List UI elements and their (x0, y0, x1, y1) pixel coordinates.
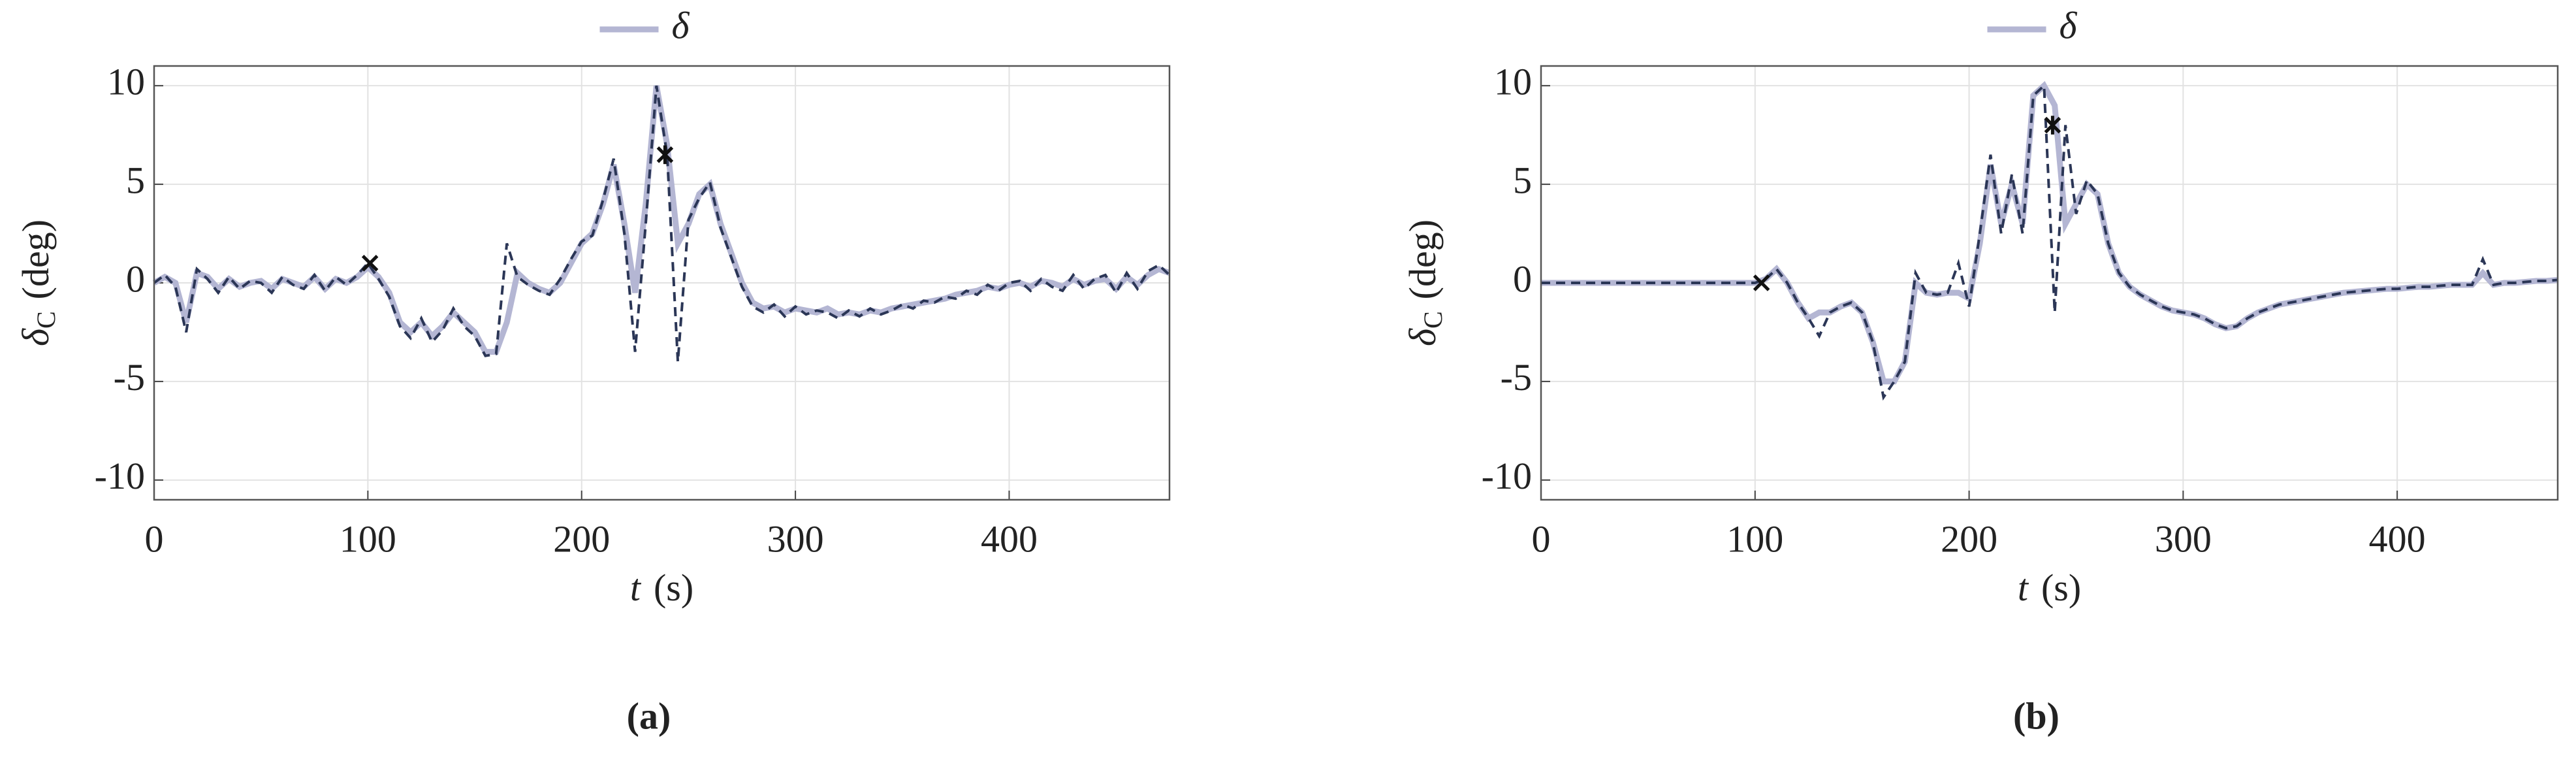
y-tick-label: -10 (1482, 455, 1532, 497)
y-label-subscript: C (1418, 311, 1448, 329)
y-tick-label: -5 (1501, 356, 1532, 399)
y-tick-label: 5 (1513, 159, 1532, 201)
x-label-symbol: t (2018, 566, 2029, 609)
y-axis-label: δC (deg) (14, 220, 61, 346)
x-tick-label: 200 (1941, 517, 1997, 560)
legend-label: δ (672, 4, 690, 46)
y-tick-label: 10 (1494, 60, 1532, 103)
y-tick-label: -10 (95, 455, 145, 497)
x-tick-label: 100 (1726, 517, 1783, 560)
x-tick-label: 0 (145, 517, 164, 560)
y-tick-label: 10 (107, 60, 145, 103)
y-axis-label: δC (deg) (1401, 220, 1448, 346)
x-tick-label: 400 (2369, 517, 2426, 560)
x-axis-label: t (s) (2018, 566, 2081, 609)
x-label-unit: (s) (654, 566, 693, 609)
data-line (153, 85, 1171, 362)
y-label-unit: (deg) (14, 220, 57, 299)
plot-frame (153, 65, 1171, 501)
y-label-symbol: δ (14, 328, 57, 346)
marker-star (656, 145, 674, 165)
plot-frame (1540, 65, 2559, 501)
y-tick-label: -5 (114, 356, 145, 399)
marker-cross (1753, 274, 1770, 291)
panel-label: (a) (627, 694, 671, 737)
x-label-unit: (s) (2041, 566, 2081, 609)
x-tick-label: 0 (1532, 517, 1551, 560)
marker-cross (361, 255, 379, 272)
x-tick-label: 300 (767, 517, 824, 560)
y-tick-label: 5 (126, 159, 145, 201)
x-tick-label: 200 (553, 517, 610, 560)
panel-label: (b) (2013, 694, 2059, 737)
y-tick-label: 0 (1513, 257, 1532, 300)
marker-star (2044, 116, 2061, 135)
legend-label: δ (2059, 4, 2078, 46)
y-label-subscript: C (31, 311, 61, 329)
x-tick-label: 100 (340, 517, 396, 560)
x-label-symbol: t (630, 566, 642, 609)
x-tick-label: 400 (981, 517, 1038, 560)
x-tick-label: 300 (2155, 517, 2212, 560)
data-line (1541, 82, 2558, 401)
x-axis-label: t (s) (630, 566, 693, 609)
y-tick-label: 0 (126, 257, 145, 300)
y-label-symbol: δ (1401, 328, 1444, 346)
y-label-unit: (deg) (1401, 220, 1444, 299)
